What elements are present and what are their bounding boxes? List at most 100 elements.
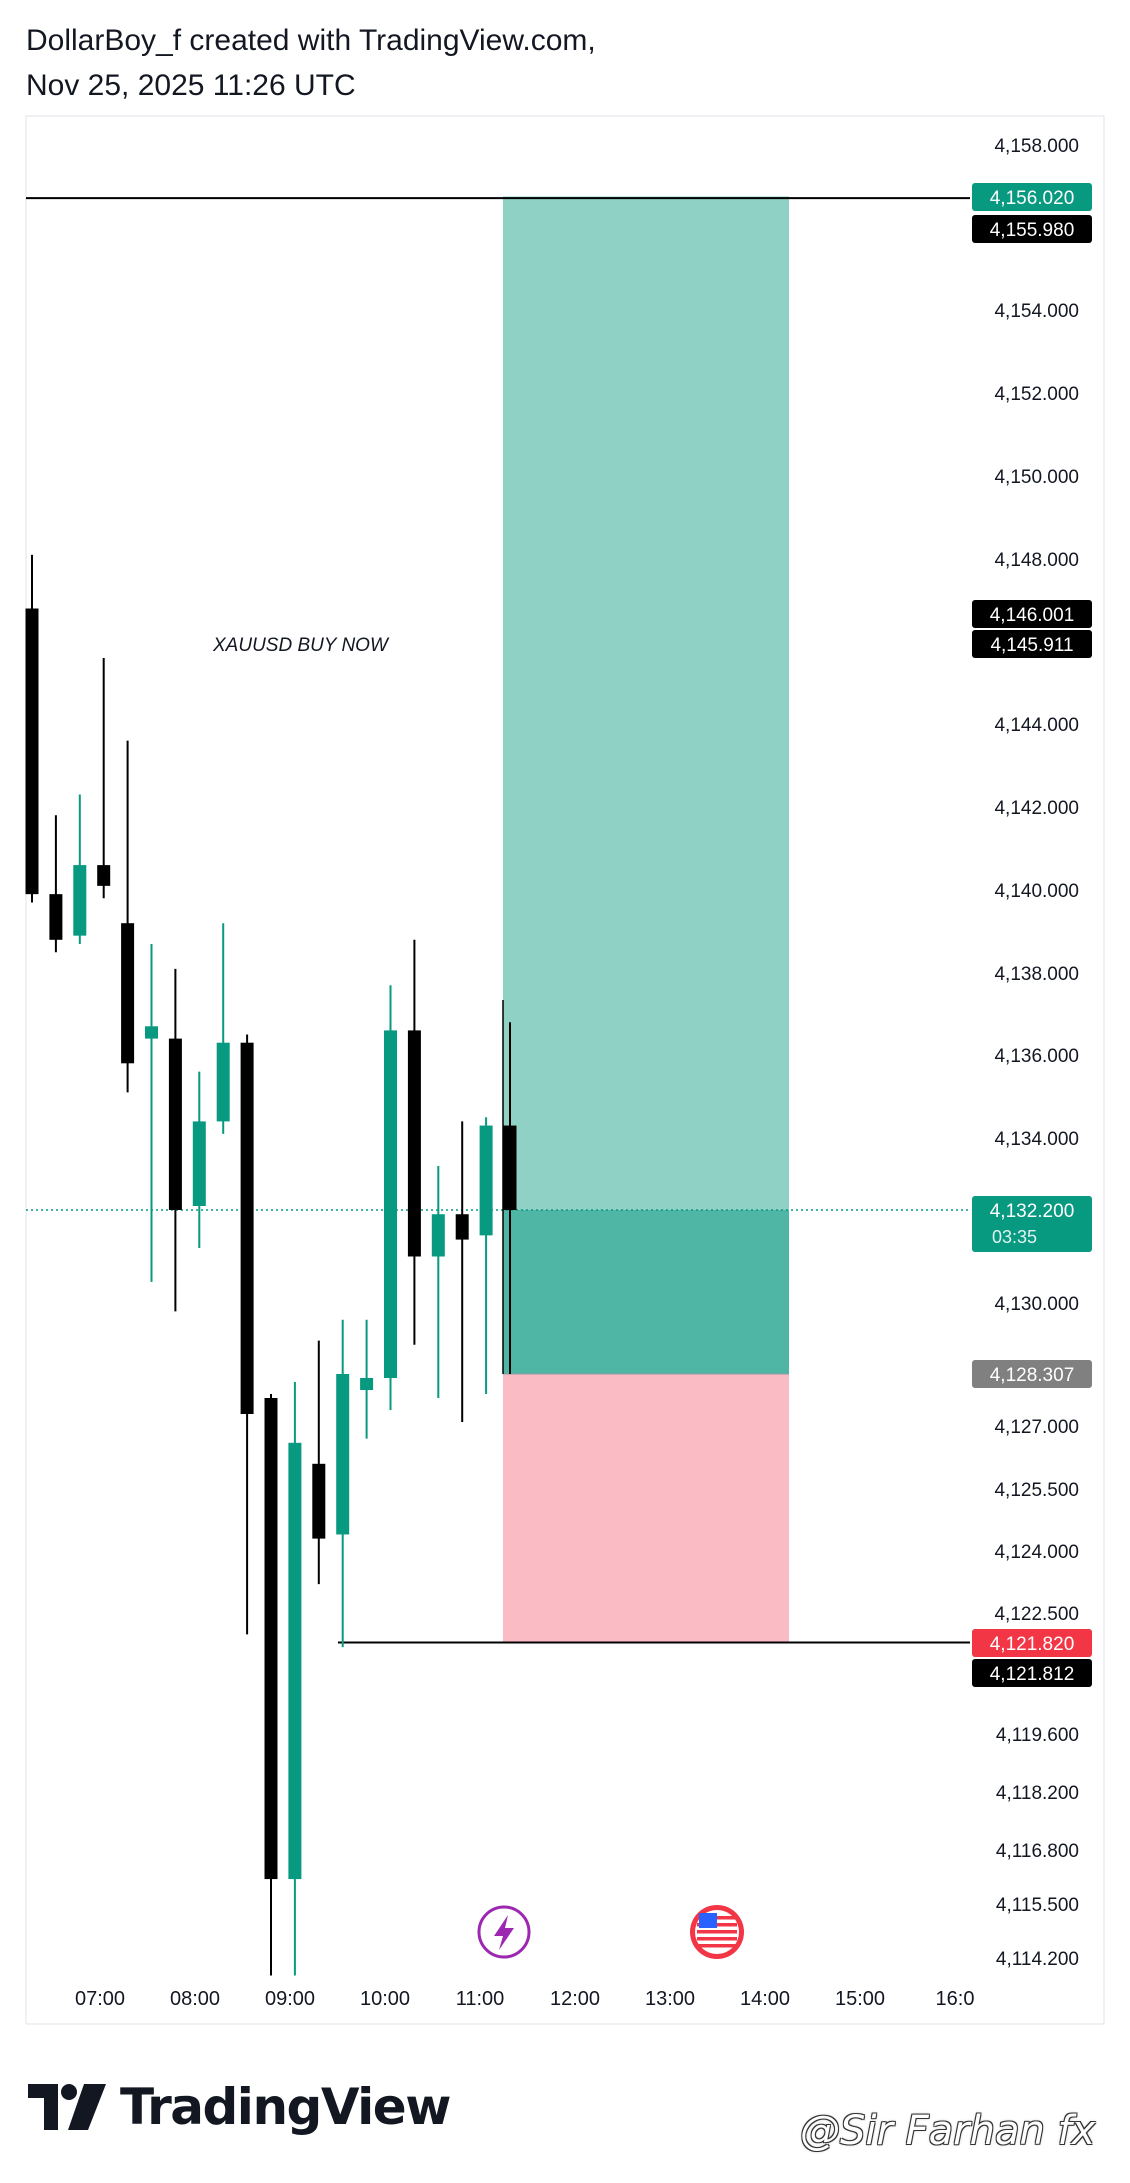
price-tag-value: 4,156.020	[990, 188, 1075, 209]
candle	[145, 943, 158, 1282]
price-tag-box	[972, 1659, 1092, 1687]
candle	[288, 1382, 302, 1976]
price-tag: 4,121.812	[972, 1659, 1092, 1687]
price-tag-box	[972, 630, 1092, 658]
candle-body	[336, 1374, 350, 1535]
candle-body	[240, 1042, 254, 1414]
candle	[168, 968, 182, 1312]
x-tick-label: 12:00	[550, 1988, 600, 2010]
y-tick-label: 4,142.000	[994, 798, 1079, 819]
x-tick-label: 10:00	[360, 1988, 410, 2010]
y-tick-label: 4,134.000	[994, 1129, 1079, 1150]
y-tick-label: 4,136.000	[994, 1046, 1079, 1067]
candle-body	[479, 1125, 493, 1236]
price-tag: 4,145.911	[972, 630, 1092, 658]
candle	[192, 1071, 206, 1249]
x-tick-label: 15:00	[835, 1988, 885, 2010]
brand-wordmark: TradingView	[120, 2078, 451, 2136]
price-tag-box	[972, 1629, 1092, 1657]
y-tick-label: 4,127.000	[994, 1417, 1079, 1438]
price-tag-value: 4,128.307	[990, 1365, 1075, 1386]
candle-body	[431, 1214, 445, 1257]
flag-canton	[699, 1913, 717, 1928]
price-tag-value: 4,155.980	[990, 220, 1075, 241]
y-tick-label: 4,119.600	[996, 1725, 1079, 1746]
candle	[503, 1022, 517, 1374]
candle	[121, 740, 135, 1093]
candle	[336, 1319, 350, 1648]
us-flag-icon	[690, 1905, 744, 1959]
profit-zone-filled	[503, 1210, 789, 1374]
y-tick-label: 4,148.000	[994, 550, 1079, 571]
candle-body	[97, 865, 111, 886]
price-tag-box	[972, 600, 1092, 628]
candle	[25, 554, 39, 903]
price-tag-value: 4,121.820	[990, 1634, 1075, 1655]
candle-body	[168, 1038, 182, 1210]
candle-body	[384, 1030, 397, 1378]
y-tick-label: 4,150.000	[994, 467, 1079, 488]
y-tick-label: 4,116.800	[996, 1841, 1079, 1862]
timestamp-line: Nov 25, 2025 11:26 UTC	[26, 69, 356, 102]
candle	[479, 1117, 493, 1394]
candle	[407, 939, 421, 1345]
author-line: DollarBoy_f created with TradingView.com…	[26, 24, 596, 57]
x-tick-label: 11:00	[456, 1988, 505, 2010]
price-tag-box	[972, 1360, 1092, 1388]
y-tick-label: 4,144.000	[994, 715, 1079, 736]
candle	[49, 815, 63, 953]
y-tick-label: 4,154.000	[994, 301, 1079, 322]
y-tick-label: 4,125.500	[994, 1480, 1079, 1501]
y-tick-label: 4,130.000	[994, 1294, 1079, 1315]
candle-body	[121, 923, 135, 1064]
flag-stripe	[697, 1937, 737, 1941]
flag-stripe	[697, 1944, 737, 1948]
price-tag: 4,156.020	[972, 183, 1092, 211]
candle	[73, 794, 87, 944]
y-tick-label: 4,118.200	[996, 1783, 1079, 1804]
candle-body	[455, 1214, 469, 1240]
candle	[431, 1166, 445, 1398]
candle	[97, 658, 111, 899]
price-tag-box	[972, 215, 1092, 243]
candle-body	[264, 1398, 278, 1880]
candle-body	[407, 1030, 421, 1257]
price-tag: 4,128.307	[972, 1360, 1092, 1388]
candle-body	[312, 1463, 326, 1539]
x-tick-label: 13:00	[645, 1988, 695, 2010]
tradingview-logo[interactable]: TradingView	[28, 2078, 451, 2136]
price-tag-value: 4,132.200	[990, 1201, 1075, 1222]
trade-note: XAUUSD BUY NOW	[212, 635, 390, 656]
flag-stripe	[697, 1930, 737, 1934]
price-tag-box	[972, 1196, 1092, 1252]
y-tick-label: 4,158.000	[994, 136, 1079, 157]
x-tick-label: 08:00	[170, 1988, 220, 2010]
price-tag: 4,155.980	[972, 215, 1092, 243]
y-tick-label: 4,152.000	[994, 384, 1079, 405]
candle	[264, 1394, 278, 1976]
profit-zone	[503, 196, 789, 1211]
candle-body	[360, 1378, 374, 1390]
candle-body	[145, 1026, 158, 1039]
x-tick-label: 07:00	[75, 1988, 125, 2010]
candle-body	[73, 865, 87, 936]
candle-body	[25, 608, 39, 895]
price-tag: 4,146.001	[972, 600, 1092, 628]
y-tick-label: 4,115.500	[996, 1895, 1079, 1916]
y-tick-label: 4,138.000	[994, 964, 1079, 985]
x-tick-label: 09:00	[265, 1988, 315, 2010]
loss-zone	[503, 1374, 789, 1643]
candle	[312, 1340, 326, 1585]
candle-body	[192, 1121, 206, 1206]
price-tag: 4,121.820	[972, 1629, 1092, 1657]
x-tick-label: 16:0	[936, 1988, 975, 2010]
author-watermark: @Sir Farhan fx	[800, 2108, 1096, 2154]
candle	[216, 923, 230, 1134]
price-tag-value: 4,145.911	[990, 635, 1073, 656]
candle-body	[49, 894, 63, 940]
price-tag-value: 4,121.812	[990, 1664, 1075, 1685]
chart-frame	[25, 115, 1105, 2025]
price-tag-value: 4,146.001	[990, 605, 1075, 626]
candle-body	[503, 1125, 517, 1210]
